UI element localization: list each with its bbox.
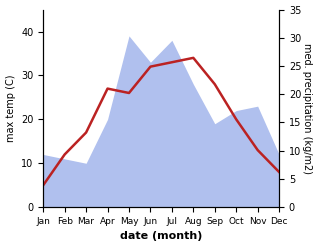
Y-axis label: med. precipitation (kg/m2): med. precipitation (kg/m2) — [302, 43, 313, 174]
Y-axis label: max temp (C): max temp (C) — [5, 75, 16, 142]
X-axis label: date (month): date (month) — [120, 231, 202, 242]
